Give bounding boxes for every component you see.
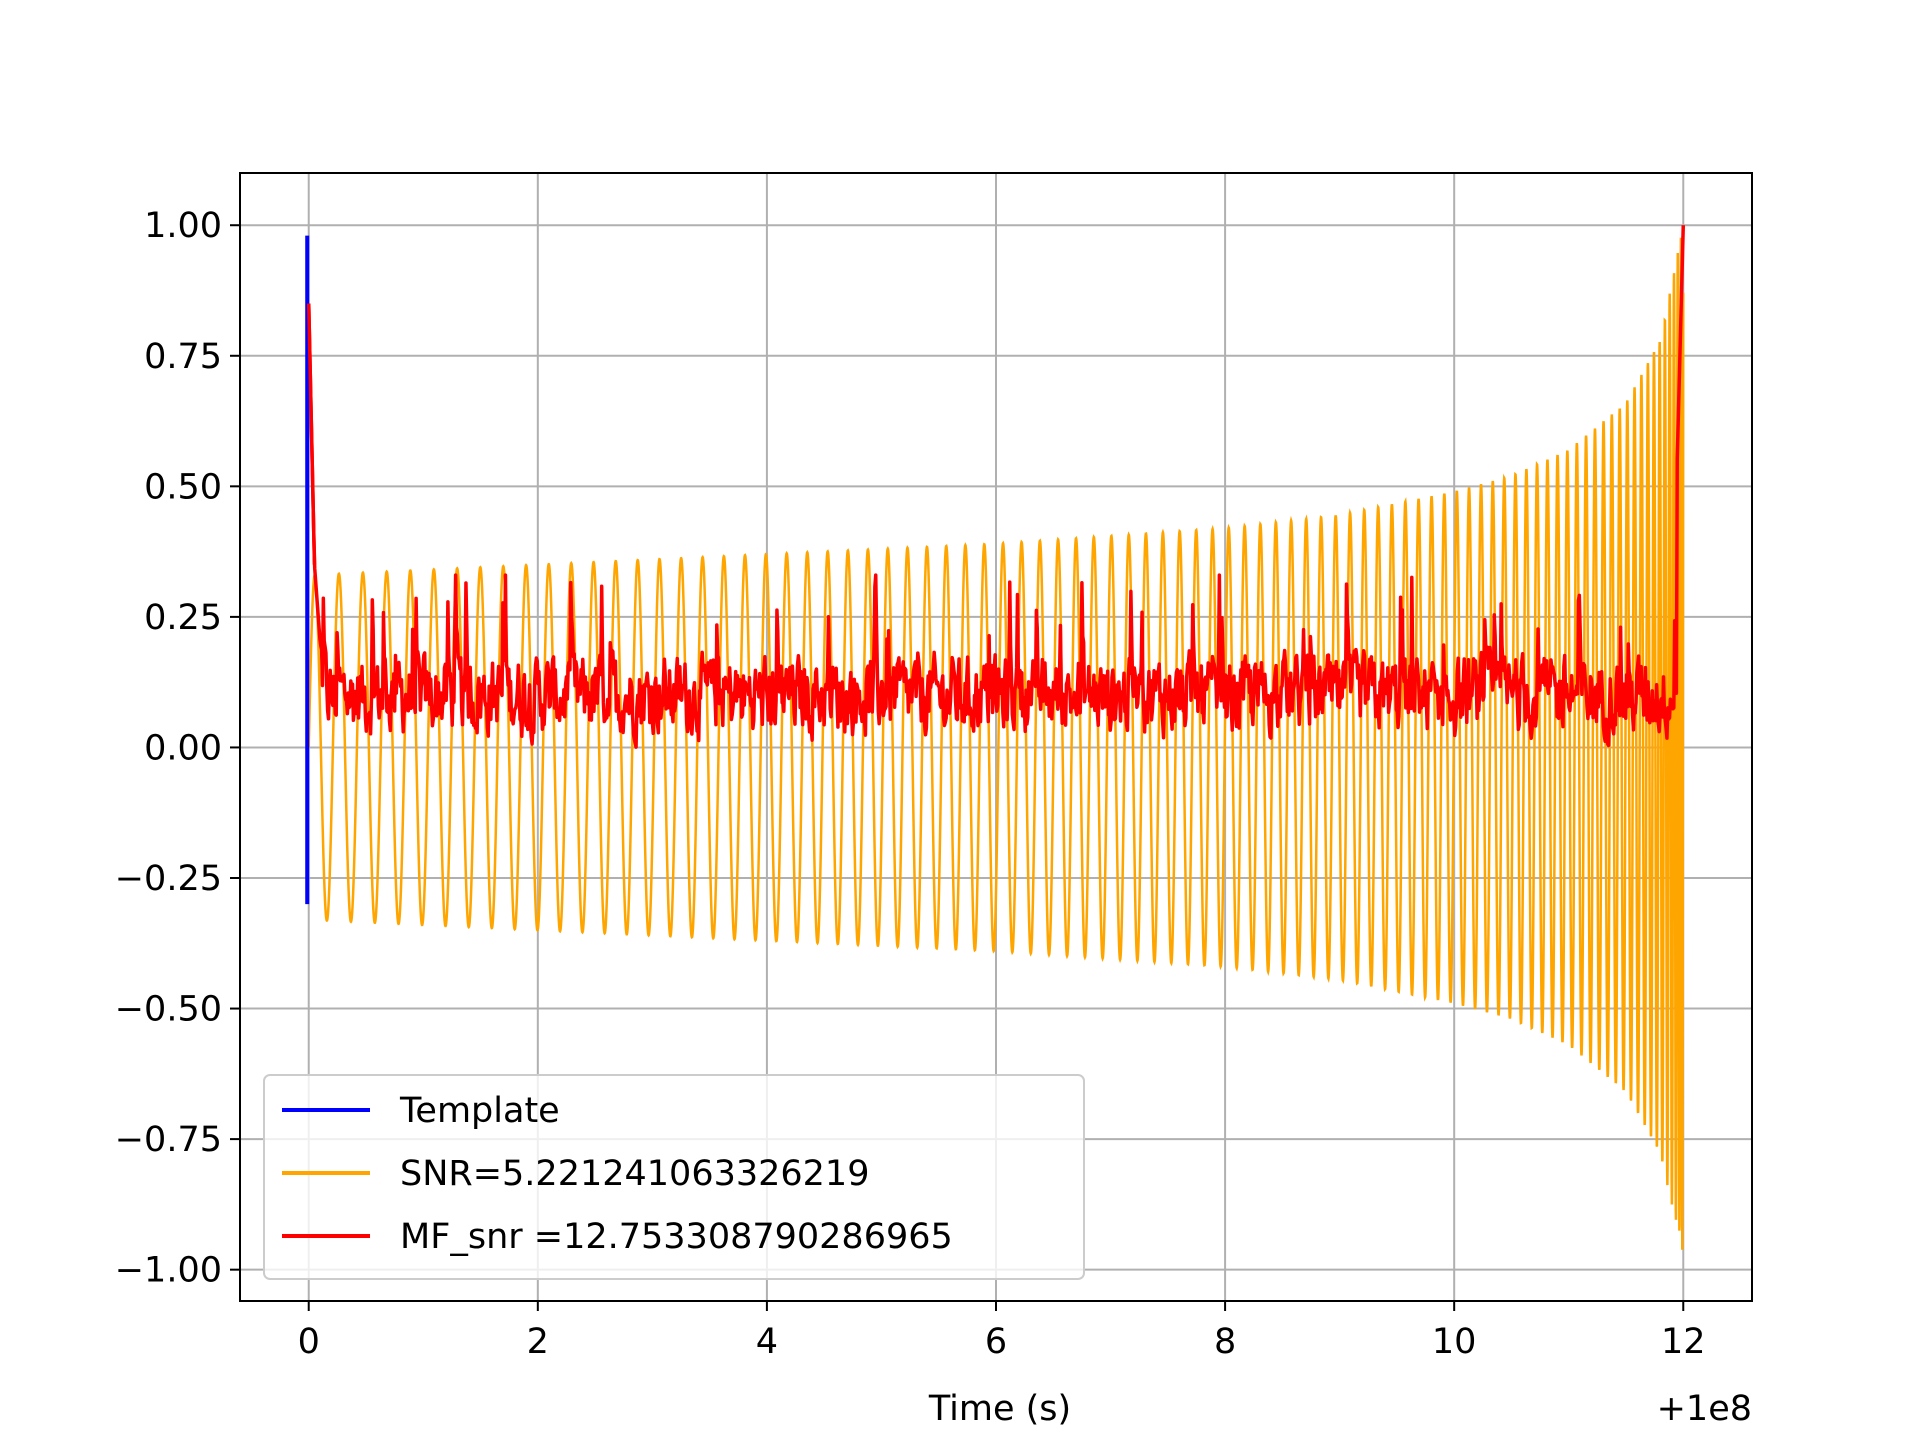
series-layer xyxy=(305,225,1686,1250)
y-axis: 1.00 0.75 0.50 0.25 0.00 −0.25 −0.50 −0.75 −1.00 xyxy=(115,206,240,1291)
legend-label-snr: SNR=5.221241063326219 xyxy=(400,1154,869,1194)
legend-box xyxy=(263,1074,1085,1280)
y-tick-label: 0.75 xyxy=(144,337,222,377)
x-tick-label: 4 xyxy=(756,1322,778,1362)
x-axis-offset-label: +1e8 xyxy=(1657,1389,1752,1429)
y-tick-label: −0.75 xyxy=(115,1120,222,1160)
legend-label-mf-snr: MF_snr =12.753308790286965 xyxy=(400,1217,953,1257)
x-tick-label: 0 xyxy=(298,1322,320,1362)
series-mf-snr-line xyxy=(306,225,1686,749)
y-tick-label: −0.50 xyxy=(115,990,222,1030)
y-tick-label: 1.00 xyxy=(144,206,222,246)
x-tick-label: 2 xyxy=(527,1322,549,1362)
x-tick-label: 10 xyxy=(1432,1322,1477,1362)
y-tick-label: 0.50 xyxy=(144,467,222,507)
x-axis: 0 2 4 6 8 10 12 xyxy=(298,1301,1706,1362)
x-tick-label: 6 xyxy=(985,1322,1007,1362)
series-mf-snr-initial-peak xyxy=(306,303,317,565)
y-tick-label: −0.25 xyxy=(115,859,222,899)
y-tick-label: 0.00 xyxy=(144,728,222,768)
x-axis-title: Time (s) xyxy=(928,1389,1071,1429)
x-tick-label: 8 xyxy=(1214,1322,1236,1362)
series-snr-line xyxy=(307,237,1685,1250)
legend: Template SNR=5.221241063326219 MF_snr =1… xyxy=(263,1074,1085,1280)
y-tick-label: −1.00 xyxy=(115,1251,222,1291)
legend-label-template: Template xyxy=(399,1091,560,1131)
x-tick-label: 12 xyxy=(1661,1322,1706,1362)
y-tick-label: 0.25 xyxy=(144,598,222,638)
